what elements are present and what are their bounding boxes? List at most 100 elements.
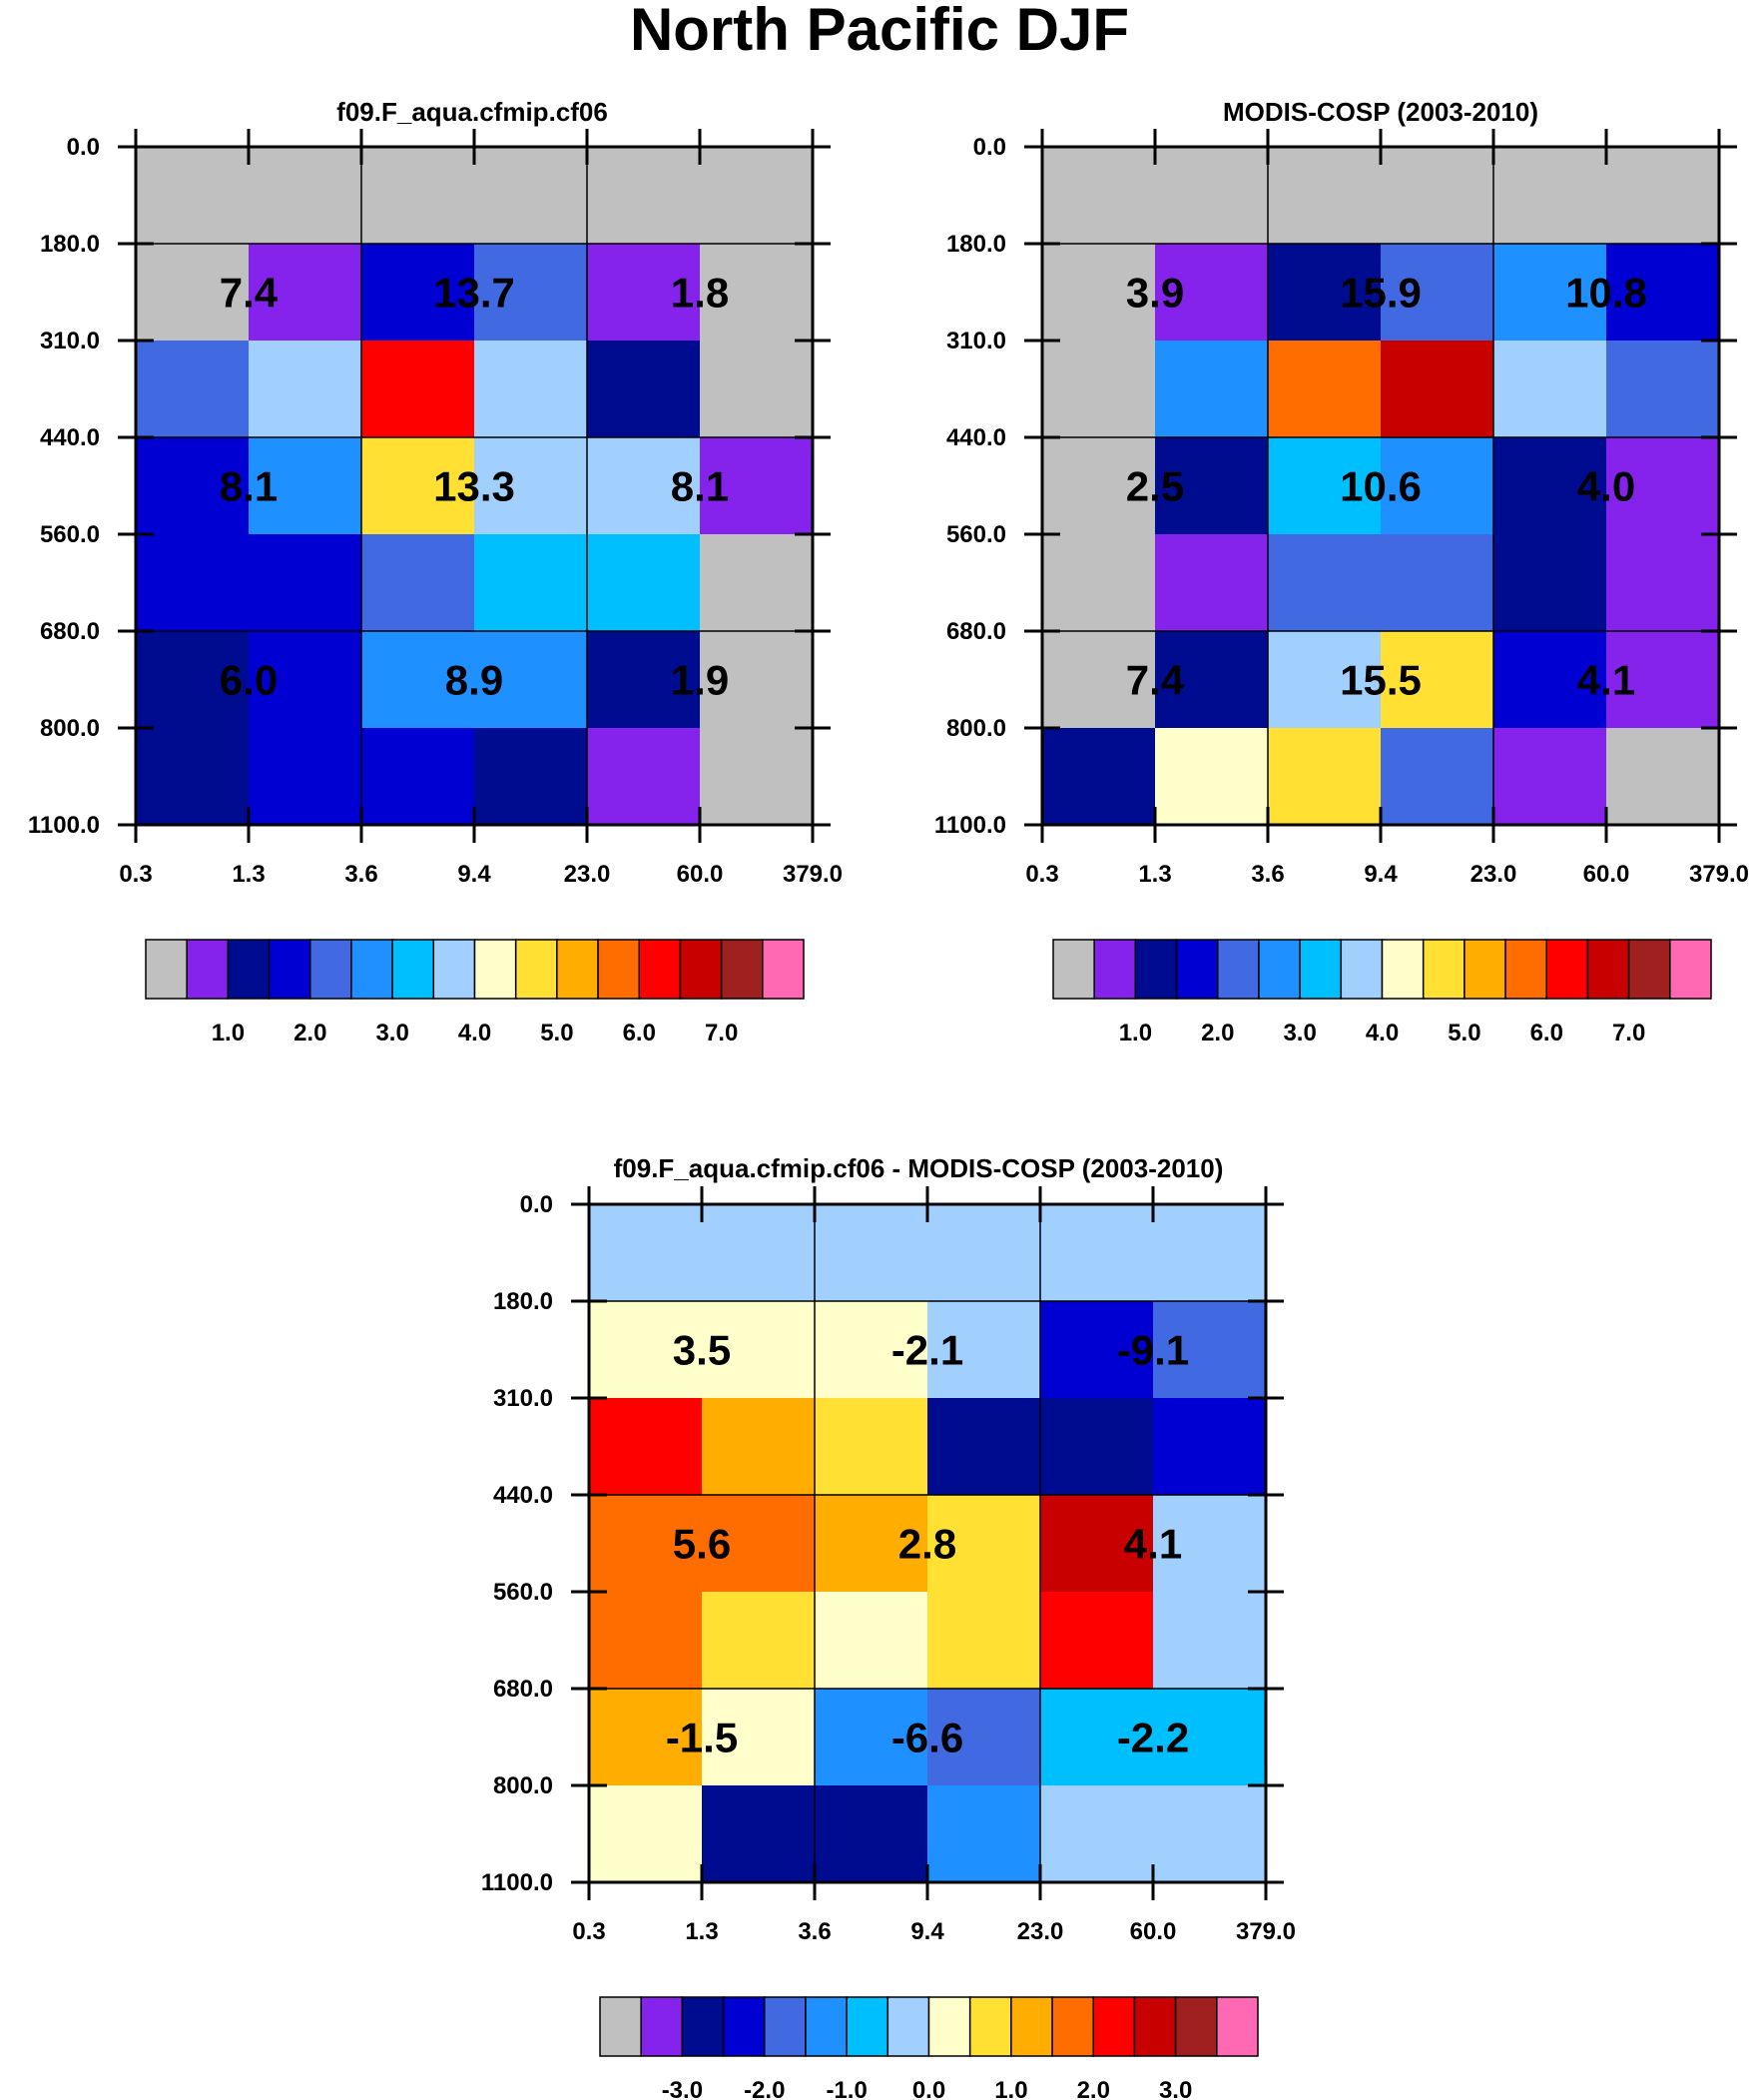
x-tick-label: 1.3: [685, 1918, 718, 1945]
heatmap-cell: [1493, 244, 1607, 342]
heatmap-cell: [249, 437, 362, 535]
colorbar-swatch: [681, 1996, 725, 2057]
heatmap-cell: [1493, 728, 1607, 826]
colorbar-swatch: [1422, 939, 1466, 1000]
x-tick-label: 1.3: [1138, 861, 1171, 888]
cell-value-label: 2.8: [898, 1521, 956, 1568]
colorbar-swatch: [1174, 1996, 1218, 2057]
heatmap-cell: [1040, 1204, 1154, 1302]
heatmap-cell: [361, 147, 475, 245]
cell-value-label: -2.2: [1117, 1715, 1189, 1761]
colorbar-swatch: [1092, 1996, 1136, 2057]
colorbar-label: 2.0: [1201, 1020, 1234, 1047]
panel-title: MODIS-COSP (2003-2010): [1223, 97, 1538, 127]
heatmap-cell: [1042, 341, 1156, 438]
heatmap-cell: [1606, 631, 1720, 729]
y-tick-label: 0.0: [973, 134, 1006, 161]
heatmap-cell: [1268, 728, 1382, 826]
heatmap-cell: [361, 534, 475, 632]
x-tick-label: 0.3: [1025, 861, 1058, 888]
colorbar-swatch: [638, 939, 682, 1000]
heatmap-cell: [815, 1785, 928, 1883]
colorbar-swatch: [1464, 939, 1506, 1000]
y-tick-label: 1100.0: [481, 1869, 553, 1896]
colorbar-swatch: [597, 939, 640, 1000]
colorbar-label: -2.0: [744, 2077, 785, 2100]
heatmap-cell: [927, 1689, 1041, 1786]
cell-value-label: 3.5: [673, 1327, 731, 1374]
x-tick-label: 9.4: [1364, 861, 1398, 888]
y-tick-label: 680.0: [40, 618, 100, 645]
heatmap-cell: [1155, 147, 1269, 245]
colorbar-swatch: [886, 1996, 930, 2057]
heatmap-cell: [361, 631, 475, 729]
x-tick-label: 9.4: [457, 861, 491, 888]
heatmap-cell: [589, 1204, 703, 1302]
colorbar-label: 1.0: [994, 2077, 1027, 2100]
colorbar-swatch: [268, 939, 311, 1000]
cell-value-label: 7.4: [220, 270, 279, 317]
colorbar-swatch: [145, 939, 188, 1000]
colorbar-label: 4.0: [1366, 1020, 1399, 1047]
cell-value-label: 8.1: [671, 463, 729, 510]
heatmap-cell: [1153, 1689, 1267, 1786]
heatmap-cell: [1493, 147, 1607, 245]
heatmap-cell: [587, 728, 701, 826]
colorbar-swatch: [1216, 1996, 1259, 2057]
colorbar-swatch: [1093, 939, 1137, 1000]
cell-value-label: 8.1: [220, 463, 278, 510]
x-tick-label: 60.0: [1583, 861, 1630, 888]
x-tick-label: 9.4: [910, 1918, 944, 1945]
colorbar-swatch: [1134, 939, 1178, 1000]
y-tick-label: 1100.0: [934, 812, 1006, 839]
colorbar-swatch: [1175, 939, 1219, 1000]
colorbar-swatch: [805, 1996, 848, 2057]
y-tick-label: 440.0: [946, 424, 1006, 451]
panel-title: f09.F_aqua.cfmip.cf06 - MODIS-COSP (2003…: [614, 1153, 1224, 1183]
y-tick-label: 0.0: [520, 1191, 553, 1218]
heatmap-cell: [1155, 437, 1269, 535]
heatmap-cell: [249, 244, 362, 342]
heatmap-cell: [1153, 1495, 1267, 1593]
y-tick-label: 440.0: [40, 424, 100, 451]
heatmap-cell: [587, 244, 701, 342]
heatmap-cell: [589, 1785, 703, 1883]
heatmap-cell: [1381, 244, 1494, 342]
heatmap-cell: [587, 341, 701, 438]
colorbar-label: 7.0: [705, 1020, 738, 1047]
heatmap-cell: [1606, 437, 1720, 535]
heatmap-cell: [927, 1204, 1041, 1302]
cell-value-label: 5.6: [673, 1521, 731, 1568]
heatmap-cell: [249, 147, 362, 245]
x-tick-label: 23.0: [564, 861, 611, 888]
colorbar-swatch: [1133, 1996, 1177, 2057]
heatmap-cell: [702, 1689, 816, 1786]
heatmap-cell: [1493, 631, 1607, 729]
heatmap-cell: [1268, 244, 1382, 342]
colorbar-swatch: [1052, 939, 1095, 1000]
cell-value-label: 15.9: [1340, 270, 1422, 317]
heatmap-cell: [1381, 437, 1494, 535]
cell-value-label: -2.1: [891, 1327, 963, 1374]
heatmap-cell: [1381, 341, 1494, 438]
y-tick-label: 0.0: [67, 134, 100, 161]
x-tick-label: 379.0: [783, 861, 843, 888]
heatmap-cell: [815, 1301, 928, 1399]
heatmap-cell: [700, 534, 814, 632]
heatmap-cell: [702, 1785, 816, 1883]
heatmap-cell: [702, 1301, 816, 1399]
cell-value-label: 10.8: [1565, 270, 1647, 317]
heatmap-cell: [1042, 728, 1156, 826]
colorbar-swatch: [720, 939, 764, 1000]
heatmap-cell: [927, 1301, 1041, 1399]
heatmap-cell: [702, 1204, 816, 1302]
colorbar-swatch: [599, 1996, 642, 2057]
heatmap-cell: [927, 1785, 1041, 1883]
colorbar-label: 1.0: [1119, 1020, 1152, 1047]
heatmap-cell: [589, 1398, 703, 1496]
colorbar-swatch: [764, 1996, 807, 2057]
heatmap-cell: [1155, 244, 1269, 342]
cell-value-label: 1.9: [671, 657, 729, 704]
x-tick-label: 0.3: [572, 1918, 605, 1945]
colorbar-swatch: [227, 939, 271, 1000]
